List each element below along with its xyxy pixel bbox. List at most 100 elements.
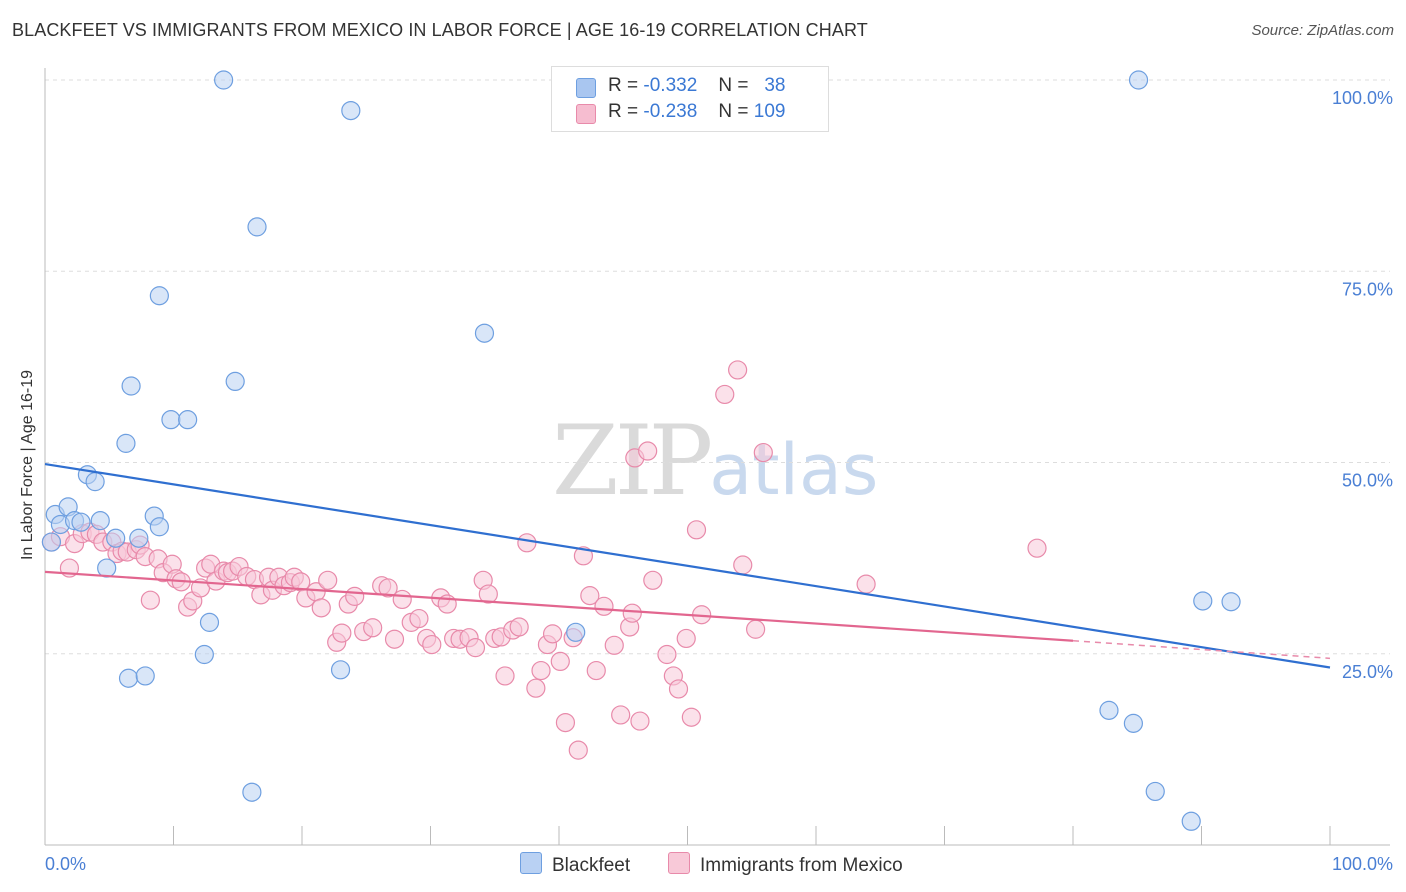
- axes: [44, 68, 1390, 846]
- blackfeet-point: [116, 433, 136, 453]
- mexico-point: [733, 555, 753, 575]
- legend-label-mexico: Immigrants from Mexico: [700, 855, 903, 876]
- blackfeet-trendline: [44, 462, 1331, 669]
- mexico-point: [384, 629, 405, 649]
- mexico-point: [495, 666, 515, 686]
- mexico-point: [638, 441, 658, 461]
- blackfeet-point: [341, 100, 361, 121]
- mexico-point: [715, 384, 735, 405]
- source-credit: Source: ZipAtlas.com: [1251, 22, 1394, 39]
- mexico-point: [509, 617, 529, 637]
- mexico-point: [657, 644, 677, 665]
- watermark: ZIPatlas: [552, 405, 878, 517]
- mexico-point: [363, 618, 383, 638]
- mexico-point: [392, 589, 412, 610]
- blackfeet-point: [214, 70, 234, 90]
- blackfeet-point: [118, 668, 139, 688]
- mexico-point: [856, 574, 876, 594]
- blackfeet-point: [106, 528, 126, 548]
- mexico-point: [604, 635, 624, 655]
- r-value: -0.238: [643, 101, 698, 122]
- legend-stats-mexico: R = -0.238 N = 109: [608, 101, 785, 123]
- mexico-point: [1027, 538, 1047, 558]
- mexico-point: [345, 586, 365, 606]
- mexico-point: [311, 598, 331, 618]
- mexico-point: [378, 578, 398, 598]
- mexico-point: [550, 651, 570, 672]
- blackfeet-point: [566, 622, 586, 642]
- legend-stats-blackfeet: R = -0.332 N = 38: [608, 75, 785, 97]
- blackfeet-point: [161, 410, 181, 430]
- mexico-point: [542, 624, 563, 644]
- mexico-point: [686, 520, 707, 540]
- blackfeet-point: [1123, 713, 1143, 733]
- blackfeet-point: [225, 371, 245, 392]
- y-tick-label: 100.0%: [1332, 88, 1393, 108]
- mexico-point: [555, 712, 576, 733]
- mexico-point: [409, 608, 429, 629]
- tick-labels: 25.0% 50.0% 75.0% 100.0% 0.0% 100.0%: [45, 88, 1393, 874]
- legend-swatch-blackfeet: [520, 852, 542, 874]
- blackfeet-point: [129, 528, 149, 548]
- n-label: N =: [718, 101, 749, 122]
- blackfeet-point: [247, 217, 267, 237]
- mexico-point: [568, 740, 588, 760]
- mexico-point: [422, 634, 442, 655]
- blackfeet-point: [71, 512, 91, 532]
- data-points: [41, 70, 1241, 831]
- mexico-point: [630, 711, 650, 731]
- stats-legend: R = -0.332 N = 38 R = -0.238 N = 109: [551, 66, 829, 132]
- y-tick-label: 25.0%: [1342, 662, 1393, 682]
- mexico-point: [728, 360, 748, 380]
- y-tick-label: 75.0%: [1342, 279, 1393, 299]
- mexico-point: [318, 570, 338, 590]
- n-label: N =: [718, 75, 749, 96]
- blackfeet-point: [41, 532, 62, 552]
- mexico-trendline-extension: [1072, 639, 1331, 660]
- legend-swatch-mexico: [576, 104, 596, 124]
- blackfeet-point: [1099, 700, 1119, 720]
- mexico-point: [681, 707, 701, 727]
- mexico-point: [531, 660, 551, 681]
- mexico-point: [611, 705, 631, 725]
- mexico-point: [676, 628, 696, 649]
- blackfeet-point: [85, 472, 105, 492]
- mexico-point: [668, 679, 689, 699]
- legend-item-mexico[interactable]: Immigrants from Mexico: [668, 852, 903, 877]
- legend-swatch-mexico: [668, 852, 690, 874]
- mexico-point: [332, 623, 352, 643]
- mexico-trendline: [44, 570, 1074, 642]
- chart-title: BLACKFEET VS IMMIGRANTS FROM MEXICO IN L…: [12, 20, 868, 40]
- blackfeet-point: [149, 517, 169, 537]
- n-value: 38: [764, 75, 786, 96]
- blackfeet-point: [121, 376, 141, 396]
- series-legend: Blackfeet Immigrants from Mexico: [0, 852, 1406, 878]
- mexico-point: [622, 603, 642, 623]
- r-value: -0.332: [643, 75, 698, 96]
- mexico-point: [594, 596, 614, 616]
- r-label: R =: [608, 101, 639, 122]
- y-tick-label: 50.0%: [1342, 471, 1393, 491]
- blackfeet-point: [135, 666, 155, 686]
- mexico-point: [478, 584, 498, 604]
- x-tick-label: 100.0%: [1332, 854, 1393, 874]
- legend-label-blackfeet: Blackfeet: [552, 855, 631, 876]
- blackfeet-point: [149, 286, 169, 306]
- r-label: R =: [608, 75, 639, 96]
- blackfeet-point: [90, 511, 110, 531]
- mexico-point: [140, 590, 160, 610]
- blackfeet-point: [474, 323, 495, 343]
- blackfeet-point: [1193, 591, 1213, 611]
- x-tick-label: 0.0%: [45, 854, 86, 874]
- blackfeet-point: [178, 410, 198, 430]
- legend-item-blackfeet[interactable]: Blackfeet: [520, 852, 630, 877]
- blackfeet-point: [1128, 70, 1149, 90]
- trend-lines: [44, 462, 1331, 669]
- mexico-point: [573, 546, 594, 566]
- n-value: 109: [753, 101, 786, 122]
- mexico-point: [753, 442, 773, 463]
- mexico-point: [586, 660, 606, 681]
- mexico-point: [643, 570, 663, 590]
- blackfeet-point: [194, 644, 214, 665]
